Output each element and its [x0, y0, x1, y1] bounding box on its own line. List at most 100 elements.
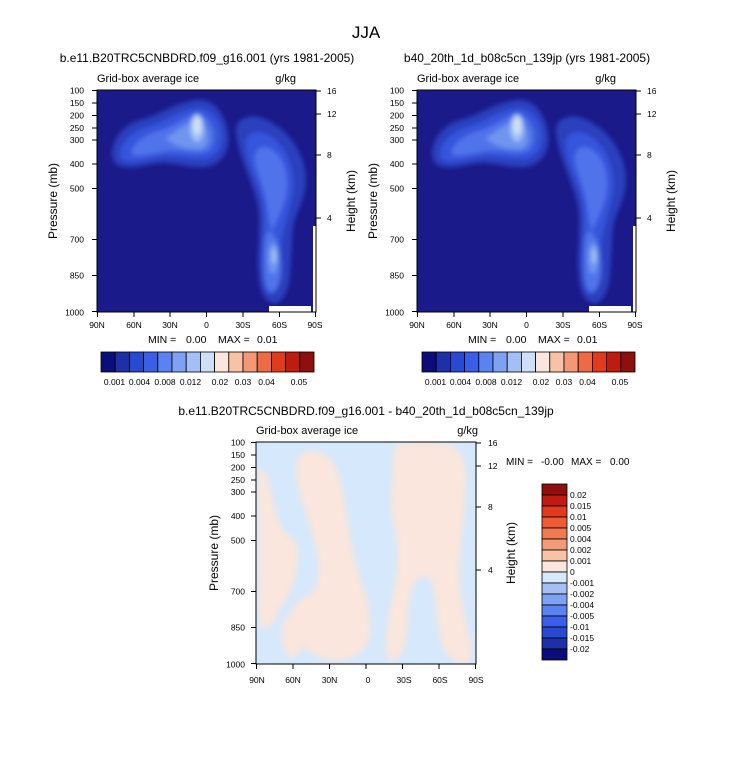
y-right-tick-label: 4: [327, 213, 332, 223]
x-axis: 90N 60N 30N 0 30S 60S 90S: [409, 312, 643, 330]
colorbar-box: [199, 351, 215, 373]
colorbar-boxes: [100, 351, 315, 373]
y-right-tick-label: 8: [647, 150, 652, 160]
y-right-tick-label: 16: [647, 86, 657, 96]
y-tick-label: 850: [231, 623, 245, 633]
variable-label: Grid-box average ice: [97, 73, 199, 85]
y-right-tick-label: 8: [327, 150, 332, 160]
colorbar-label: 0.05: [612, 377, 629, 387]
y-right-tick-label: 4: [647, 213, 652, 223]
y-right-tick-label: 16: [488, 438, 498, 448]
colorbar-label: -0.004: [570, 600, 594, 610]
x-tick-label: 90N: [409, 320, 425, 330]
colorbar-label: 0.004: [450, 377, 472, 387]
colorbar-labels: 0.001 0.004 0.008 0.012 0.02 0.03 0.04 0…: [104, 377, 308, 387]
colorbar-label: 0.02: [570, 490, 587, 500]
colorbar-box: [541, 648, 568, 661]
max-label: MAX =: [571, 457, 601, 468]
max-label: MAX =: [218, 334, 250, 346]
colorbar-label: 0.004: [570, 534, 592, 544]
x-tick-label: 30N: [322, 675, 338, 685]
colorbar-label: 0.012: [180, 377, 202, 387]
colorbar-box: [563, 351, 579, 373]
colorbar-box: [592, 351, 608, 373]
y-axis-title: Pressure (mb): [207, 515, 221, 591]
y-axis-left: 100 150 200 250 300 400 500 700 850 1000: [65, 86, 97, 318]
y-right-axis-title: Height (km): [664, 170, 678, 232]
min-label: MIN =: [148, 334, 176, 346]
colorbar-boxes: [541, 483, 568, 661]
x-tick-label: 30S: [396, 675, 411, 685]
colorbar-box: [256, 351, 272, 373]
colorbar-box: [128, 351, 144, 373]
colorbar-boxes: [421, 351, 636, 373]
max-value: 0.01: [577, 334, 598, 346]
colorbar-box: [541, 527, 568, 540]
min-value: 0.00: [506, 334, 527, 346]
y-tick-label: 400: [231, 511, 245, 521]
y-tick-label: 200: [231, 463, 245, 473]
y-tick-label: 500: [231, 536, 245, 546]
colorbar-label: -0.015: [570, 633, 594, 643]
y-tick-label: 300: [70, 135, 84, 145]
colorbar-label: -0.005: [570, 611, 594, 621]
variable-label: Grid-box average ice: [417, 73, 519, 85]
missing-data-patch: [269, 306, 311, 312]
colorbar-label: -0.02: [570, 644, 590, 654]
y-axis-left: 100 150 200 250 300 400 500 700 850 1000: [226, 438, 256, 670]
colorbar-label: -0.002: [570, 589, 594, 599]
colorbar-box: [541, 560, 568, 573]
colorbar: 0.02 0.015 0.01 0.005 0.004 0.002 0.001 …: [541, 483, 594, 661]
x-tick-label: 60S: [592, 320, 607, 330]
colorbar-box: [541, 538, 568, 551]
colorbar-labels: 0.001 0.004 0.008 0.012 0.02 0.03 0.04 0…: [425, 377, 629, 387]
y-tick-label: 700: [231, 587, 245, 597]
x-axis: 90N 60N 30N 0 30S 60S 90S: [89, 312, 323, 330]
y-tick-label: 100: [70, 86, 84, 96]
x-tick-label: 30S: [555, 320, 570, 330]
variable-label: Grid-box average ice: [256, 425, 358, 437]
contour-field: [97, 90, 316, 312]
colorbar-label: 0.001: [425, 377, 447, 387]
y-tick-label: 500: [390, 184, 404, 194]
colorbar-label: 0.008: [475, 377, 497, 387]
y-right-tick-label: 12: [647, 109, 657, 119]
colorbar: 0.001 0.004 0.008 0.012 0.02 0.03 0.04 0…: [421, 351, 636, 387]
colorbar-label: 0.04: [258, 377, 275, 387]
panel-difference: b.e11.B20TRC5CNBDRD.f09_g16.001 - b40_20…: [178, 404, 630, 685]
y-tick-label: 400: [390, 159, 404, 169]
y-right-axis-title: Height (km): [344, 170, 358, 232]
y-tick-label: 700: [70, 235, 84, 245]
min-value: 0.00: [186, 334, 207, 346]
figure-title: JJA: [352, 23, 381, 42]
y-tick-label: 1000: [226, 660, 245, 670]
colorbar-box: [421, 351, 437, 373]
y-right-tick-label: 16: [327, 86, 337, 96]
missing-data-edge: [633, 226, 636, 312]
colorbar-label: 0: [570, 567, 575, 577]
y-right-tick-label: 4: [488, 565, 493, 575]
x-tick-label: 30N: [162, 320, 178, 330]
y-tick-label: 300: [390, 135, 404, 145]
ice-cloud-contours: [432, 99, 626, 304]
colorbar-label: 0.02: [533, 377, 550, 387]
colorbar-box: [541, 637, 568, 650]
y-axis-left: 100 150 200 250 300 400 500 700 850 1000: [385, 86, 417, 318]
x-tick-label: 60N: [446, 320, 462, 330]
y-tick-label: 300: [231, 487, 245, 497]
y-right-tick-label: 12: [488, 461, 498, 471]
colorbar-box: [242, 351, 258, 373]
colorbar-label: 0.01: [570, 512, 587, 522]
min-max-stats: MIN = 0.00 MAX = 0.01: [468, 334, 598, 346]
colorbar-box: [541, 626, 568, 639]
y-tick-label: 100: [390, 86, 404, 96]
x-tick-label: 30S: [235, 320, 250, 330]
colorbar-box: [541, 615, 568, 628]
colorbar-label: 0.001: [570, 556, 592, 566]
difference-contours: [258, 442, 471, 664]
colorbar-box: [285, 351, 301, 373]
panel-model-2: b40_20th_1d_b08c5cn_139jp (yrs 1981-2005…: [366, 51, 678, 387]
colorbar-label: 0.03: [556, 377, 573, 387]
colorbar-box: [549, 351, 565, 373]
